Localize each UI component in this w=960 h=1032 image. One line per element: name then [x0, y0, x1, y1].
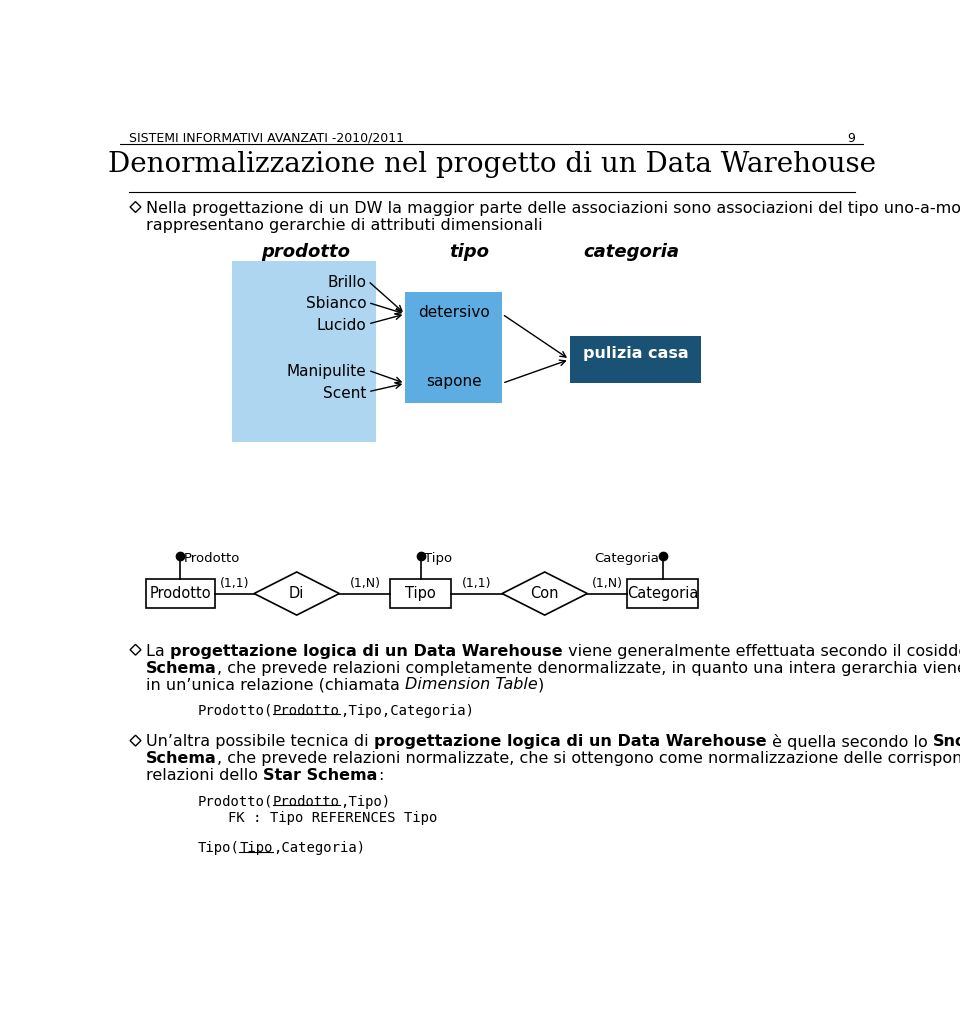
- Text: 9: 9: [847, 131, 854, 144]
- Text: prodotto: prodotto: [261, 244, 350, 261]
- Text: tipo: tipo: [448, 244, 489, 261]
- Text: pulizia casa: pulizia casa: [583, 346, 688, 360]
- Text: (1,1): (1,1): [462, 577, 492, 589]
- FancyBboxPatch shape: [232, 261, 375, 442]
- Text: Con: Con: [531, 586, 559, 601]
- FancyBboxPatch shape: [391, 579, 451, 608]
- Text: Tipo: Tipo: [405, 586, 436, 601]
- Text: Nella progettazione di un DW la maggior parte delle associazioni sono associazio: Nella progettazione di un DW la maggior …: [146, 201, 960, 216]
- Text: Manipulite: Manipulite: [287, 364, 367, 379]
- Text: Prodotto: Prodotto: [273, 795, 340, 808]
- Text: FK : Tipo REFERENCES Tipo: FK : Tipo REFERENCES Tipo: [228, 811, 438, 826]
- Text: Snowflake: Snowflake: [932, 735, 960, 749]
- Text: Sbianco: Sbianco: [306, 296, 367, 312]
- Text: sapone: sapone: [426, 374, 482, 389]
- FancyBboxPatch shape: [627, 579, 698, 608]
- Text: Schema: Schema: [146, 660, 217, 676]
- Text: Prodotto: Prodotto: [273, 704, 340, 717]
- Text: Categoria: Categoria: [594, 552, 660, 565]
- Text: (1,N): (1,N): [349, 577, 380, 589]
- Text: Prodotto(: Prodotto(: [198, 795, 273, 808]
- Text: Prodotto(: Prodotto(: [198, 704, 273, 717]
- FancyBboxPatch shape: [405, 292, 502, 404]
- Text: Star Schema: Star Schema: [263, 769, 378, 783]
- Text: Prodotto: Prodotto: [150, 586, 211, 601]
- Text: Lucido: Lucido: [317, 318, 367, 333]
- Text: ,Tipo): ,Tipo): [340, 795, 390, 808]
- Text: progettazione logica di un Data Warehouse: progettazione logica di un Data Warehous…: [170, 644, 563, 658]
- Text: (1,N): (1,N): [591, 577, 623, 589]
- Text: La: La: [146, 644, 170, 658]
- Text: , che prevede relazioni completamente denormalizzate, in quanto una intera gerar: , che prevede relazioni completamente de…: [217, 660, 960, 676]
- Text: , che prevede relazioni normalizzate, che si ottengono come normalizzazione dell: , che prevede relazioni normalizzate, ch…: [217, 751, 960, 767]
- Text: Schema: Schema: [146, 751, 217, 767]
- Text: Prodotto: Prodotto: [183, 552, 240, 565]
- Text: :: :: [378, 769, 383, 783]
- Text: viene generalmente effettuata secondo il cosiddetto: viene generalmente effettuata secondo il…: [563, 644, 960, 658]
- Text: progettazione logica di un Data Warehouse: progettazione logica di un Data Warehous…: [374, 735, 767, 749]
- Text: è quella secondo lo: è quella secondo lo: [767, 735, 932, 750]
- FancyBboxPatch shape: [569, 336, 701, 383]
- Text: ,Categoria): ,Categoria): [273, 841, 365, 856]
- Text: Scent: Scent: [324, 386, 367, 400]
- Text: Categoria: Categoria: [627, 586, 698, 601]
- Text: Un’altra possibile tecnica di: Un’altra possibile tecnica di: [146, 735, 374, 749]
- Text: SISTEMI INFORMATIVI AVANZATI -2010/2011: SISTEMI INFORMATIVI AVANZATI -2010/2011: [130, 131, 404, 144]
- Text: Tipo: Tipo: [239, 841, 273, 856]
- Text: Tipo: Tipo: [423, 552, 452, 565]
- Text: detersivo: detersivo: [418, 304, 490, 320]
- FancyBboxPatch shape: [146, 579, 215, 608]
- Text: Brillo: Brillo: [327, 275, 367, 290]
- Text: Tipo(: Tipo(: [198, 841, 239, 856]
- Text: rappresentano gerarchie di attributi dimensionali: rappresentano gerarchie di attributi dim…: [146, 218, 543, 233]
- Text: Di: Di: [289, 586, 304, 601]
- Text: ,Tipo,Categoria): ,Tipo,Categoria): [340, 704, 474, 717]
- Text: ): ): [539, 677, 544, 692]
- Text: Denormalizzazione nel progetto di un Data Warehouse: Denormalizzazione nel progetto di un Dat…: [108, 151, 876, 178]
- Text: relazioni dello: relazioni dello: [146, 769, 263, 783]
- Text: Dimension Table: Dimension Table: [405, 677, 539, 692]
- Text: in un’unica relazione (chiamata: in un’unica relazione (chiamata: [146, 677, 405, 692]
- Text: categoria: categoria: [584, 244, 680, 261]
- Text: (1,1): (1,1): [220, 577, 250, 589]
